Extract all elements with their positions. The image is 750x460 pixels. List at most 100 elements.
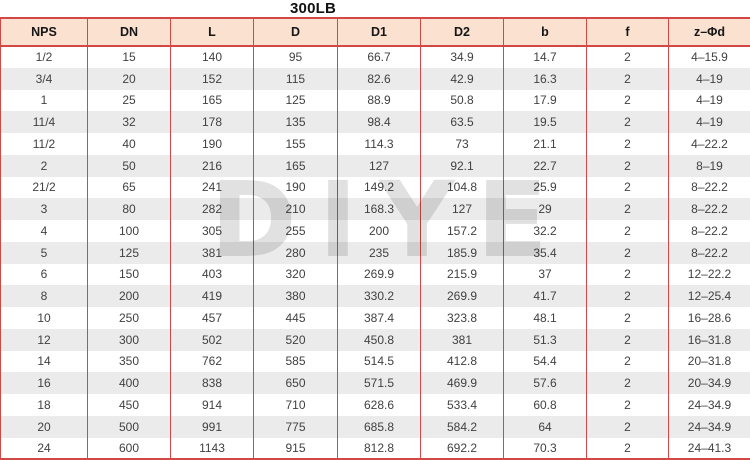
table-cell: 1143 (170, 437, 254, 460)
table-cell: 3 (0, 198, 88, 220)
table-cell: 210 (253, 198, 338, 220)
table-cell: 127 (337, 154, 421, 177)
table-cell: 200 (87, 285, 171, 307)
table-cell: 95 (253, 46, 338, 68)
table-cell: 914 (170, 394, 254, 416)
table-row: 1/2 15 140 95 66.7 34.9 14.7 2 4–15.9 (0, 46, 750, 68)
table-cell: 185.9 (420, 241, 504, 264)
table-cell: 838 (170, 372, 254, 394)
table-cell: 255 (253, 220, 338, 242)
table-cell: 269.9 (337, 263, 421, 286)
table-cell: 100 (87, 220, 171, 242)
table-cell: 2 (586, 415, 669, 438)
table-cell: 400 (87, 372, 171, 394)
table-cell: 16.3 (503, 67, 587, 90)
column-header: z–Φd (668, 18, 750, 47)
table-cell: 14 (0, 350, 88, 373)
table-cell: 157.2 (420, 220, 504, 242)
table-cell: 82.6 (337, 67, 421, 90)
table-cell: 216 (170, 154, 254, 177)
table-cell: 775 (253, 415, 338, 438)
table-cell: 8–22.2 (668, 176, 750, 199)
table-cell: 241 (170, 176, 254, 199)
table-cell: 21.1 (503, 133, 587, 155)
table-cell: 762 (170, 350, 254, 373)
table-cell: 57.6 (503, 372, 587, 394)
table-cell: 350 (87, 350, 171, 373)
table-cell: 380 (253, 285, 338, 307)
table-cell: 387.4 (337, 307, 421, 329)
table-cell: 2 (586, 285, 669, 307)
table-cell: 502 (170, 328, 254, 351)
table-cell: 812.8 (337, 437, 421, 460)
table-cell: 16 (0, 372, 88, 394)
table-cell: 381 (170, 241, 254, 264)
table-cell: 65 (87, 176, 171, 199)
table-cell: 600 (87, 437, 171, 460)
table-title: 300LB (289, 0, 337, 17)
flange-dimensions-table: NPS DN L D D1 D2 b f z–Φd 1/2 15 140 95 66.7 34.9 14.7… (0, 17, 750, 460)
table-row: 24 600 1143 915 812.8 692.2 70.3 2 24–41.3 (0, 437, 750, 460)
table-cell: 20 (87, 67, 171, 90)
table-cell: 2 (586, 328, 669, 351)
column-header: D2 (420, 18, 504, 47)
table-cell: 330.2 (337, 285, 421, 307)
table-cell: 11/2 (0, 133, 88, 155)
table-cell: 12–22.2 (668, 263, 750, 286)
table-cell: 190 (253, 176, 338, 199)
table-cell: 48.1 (503, 307, 587, 329)
table-cell: 125 (87, 241, 171, 264)
table-row: 4 100 305 255 200 157.2 32.2 2 8–22.2 (0, 220, 750, 242)
table-cell: 149.2 (337, 176, 421, 199)
table-cell: 282 (170, 198, 254, 220)
table-cell: 2 (586, 241, 669, 264)
table-title-row: 300LB (0, 0, 626, 17)
table-cell: 200 (337, 220, 421, 242)
table-cell: 50 (87, 154, 171, 177)
table-cell: 323.8 (420, 307, 504, 329)
table-cell: 60.8 (503, 394, 587, 416)
column-header: b (503, 18, 587, 47)
table-cell: 403 (170, 263, 254, 286)
table-cell: 235 (337, 241, 421, 264)
table-cell: 54.4 (503, 350, 587, 373)
table-cell: 155 (253, 133, 338, 155)
table-cell: 520 (253, 328, 338, 351)
table-cell: 25.9 (503, 176, 587, 199)
table-cell: 98.4 (337, 111, 421, 133)
table-cell: 2 (586, 89, 669, 112)
table-cell: 10 (0, 307, 88, 329)
table-cell: 3/4 (0, 67, 88, 90)
table-cell: 2 (586, 350, 669, 373)
table-cell: 20–34.9 (668, 372, 750, 394)
table-cell: 419 (170, 285, 254, 307)
table-cell: 585 (253, 350, 338, 373)
table-cell: 4–19 (668, 89, 750, 112)
table-cell: 4–19 (668, 111, 750, 133)
table-cell: 250 (87, 307, 171, 329)
table-cell: 17.9 (503, 89, 587, 112)
table-cell: 42.9 (420, 67, 504, 90)
table-row: 5 125 381 280 235 185.9 35.4 2 8–22.2 (0, 241, 750, 264)
column-header: f (586, 18, 669, 47)
table-cell: 215.9 (420, 263, 504, 286)
table-cell: 8–22.2 (668, 241, 750, 264)
table-cell: 25 (87, 89, 171, 112)
table-cell: 125 (253, 89, 338, 112)
table-cell: 4–22.2 (668, 133, 750, 155)
table-cell: 2 (0, 154, 88, 177)
table-cell: 34.9 (420, 46, 504, 68)
table-cell: 650 (253, 372, 338, 394)
table-cell: 12–25.4 (668, 285, 750, 307)
table-cell: 5 (0, 241, 88, 264)
table-cell: 4–19 (668, 67, 750, 90)
table-cell: 114.3 (337, 133, 421, 155)
table-cell: 514.5 (337, 350, 421, 373)
table-cell: 32.2 (503, 220, 587, 242)
table-cell: 21/2 (0, 176, 88, 199)
table-cell: 2 (586, 176, 669, 199)
table-row: 3 80 282 210 168.3 127 29 2 8–22.2 (0, 198, 750, 220)
table-cell: 20 (0, 415, 88, 438)
table-cell: 2 (586, 133, 669, 155)
table-cell: 320 (253, 263, 338, 286)
